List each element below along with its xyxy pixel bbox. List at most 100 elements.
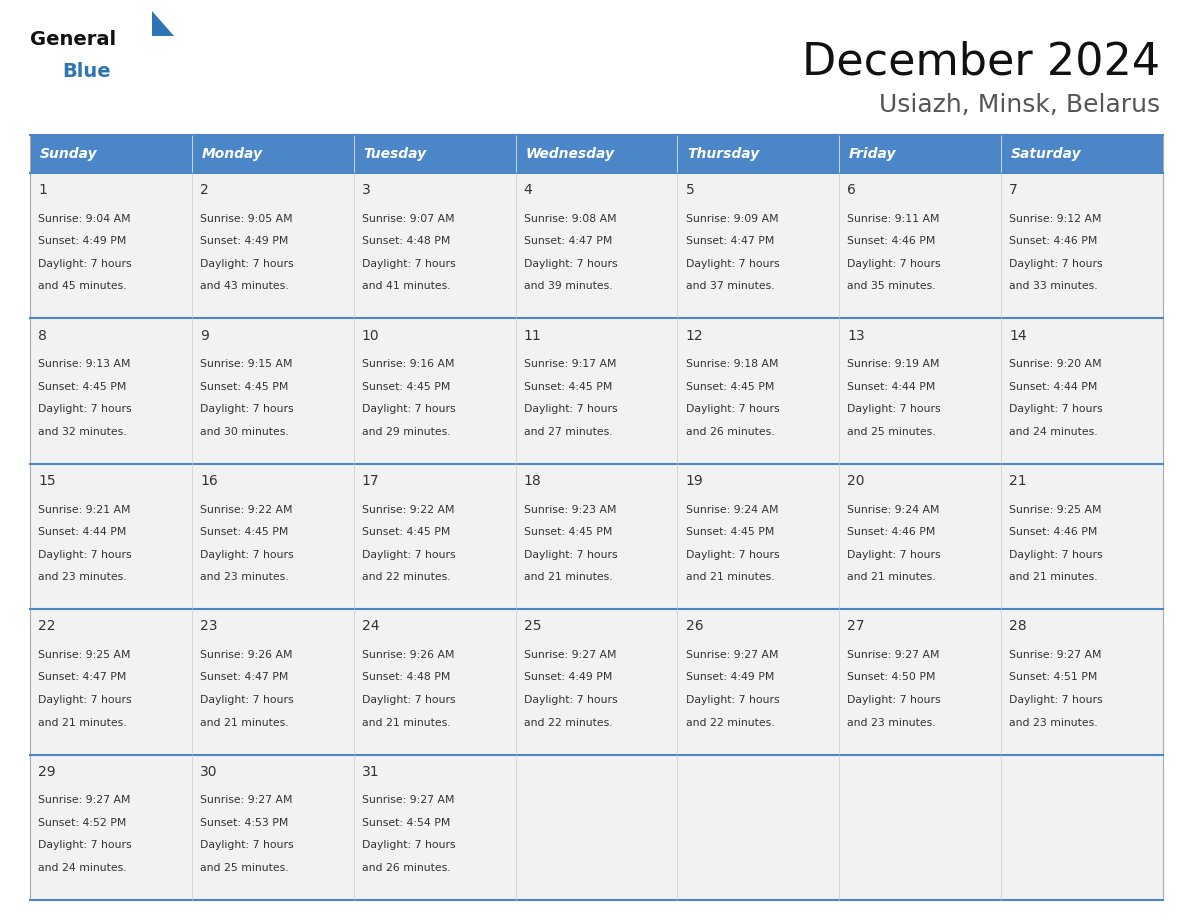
Text: Sunrise: 9:17 AM: Sunrise: 9:17 AM <box>524 359 617 369</box>
Bar <box>677 610 839 755</box>
Text: Daylight: 7 hours: Daylight: 7 hours <box>847 404 941 414</box>
Text: Daylight: 7 hours: Daylight: 7 hours <box>362 550 455 560</box>
Text: Daylight: 7 hours: Daylight: 7 hours <box>362 259 455 269</box>
Text: Blue: Blue <box>62 62 110 81</box>
Text: Sunrise: 9:27 AM: Sunrise: 9:27 AM <box>362 795 454 805</box>
Bar <box>1001 173 1163 319</box>
Text: Sunrise: 9:08 AM: Sunrise: 9:08 AM <box>524 214 617 224</box>
Bar <box>1001 755 1163 900</box>
Text: Daylight: 7 hours: Daylight: 7 hours <box>524 550 618 560</box>
Text: Sunrise: 9:25 AM: Sunrise: 9:25 AM <box>1010 505 1101 514</box>
Text: Daylight: 7 hours: Daylight: 7 hours <box>362 404 455 414</box>
Text: 9: 9 <box>200 329 209 342</box>
Bar <box>839 173 1001 319</box>
Text: and 41 minutes.: and 41 minutes. <box>362 281 450 291</box>
Text: Sunrise: 9:09 AM: Sunrise: 9:09 AM <box>685 214 778 224</box>
Text: Daylight: 7 hours: Daylight: 7 hours <box>200 550 293 560</box>
Text: and 23 minutes.: and 23 minutes. <box>38 572 127 582</box>
Text: Daylight: 7 hours: Daylight: 7 hours <box>38 550 132 560</box>
Text: and 33 minutes.: and 33 minutes. <box>1010 281 1098 291</box>
Text: and 25 minutes.: and 25 minutes. <box>847 427 936 437</box>
Text: Sunrise: 9:22 AM: Sunrise: 9:22 AM <box>200 505 292 514</box>
Text: and 23 minutes.: and 23 minutes. <box>200 572 289 582</box>
Text: Sunrise: 9:13 AM: Sunrise: 9:13 AM <box>38 359 131 369</box>
Bar <box>1001 464 1163 610</box>
Text: and 24 minutes.: and 24 minutes. <box>1010 427 1098 437</box>
Text: 2: 2 <box>200 184 209 197</box>
Text: 31: 31 <box>362 765 379 778</box>
Text: Daylight: 7 hours: Daylight: 7 hours <box>524 404 618 414</box>
Text: Daylight: 7 hours: Daylight: 7 hours <box>38 404 132 414</box>
Bar <box>516 610 677 755</box>
Text: 3: 3 <box>362 184 371 197</box>
Text: Sunday: Sunday <box>39 147 97 161</box>
Text: and 25 minutes.: and 25 minutes. <box>200 863 289 873</box>
Text: and 24 minutes.: and 24 minutes. <box>38 863 127 873</box>
Text: 14: 14 <box>1010 329 1026 342</box>
Text: 27: 27 <box>847 620 865 633</box>
Text: Sunrise: 9:16 AM: Sunrise: 9:16 AM <box>362 359 454 369</box>
Text: Sunrise: 9:24 AM: Sunrise: 9:24 AM <box>685 505 778 514</box>
Text: and 22 minutes.: and 22 minutes. <box>362 572 450 582</box>
Text: Sunrise: 9:27 AM: Sunrise: 9:27 AM <box>524 650 617 660</box>
Text: and 22 minutes.: and 22 minutes. <box>524 718 612 728</box>
Text: and 45 minutes.: and 45 minutes. <box>38 281 127 291</box>
Bar <box>30 610 191 755</box>
Bar <box>1001 319 1163 464</box>
Text: 24: 24 <box>362 620 379 633</box>
Text: Daylight: 7 hours: Daylight: 7 hours <box>685 404 779 414</box>
Text: 20: 20 <box>847 474 865 488</box>
Bar <box>354 464 516 610</box>
Bar <box>191 755 354 900</box>
Text: Sunset: 4:49 PM: Sunset: 4:49 PM <box>38 236 126 246</box>
Text: 18: 18 <box>524 474 542 488</box>
Text: 22: 22 <box>38 620 56 633</box>
Text: December 2024: December 2024 <box>802 40 1159 84</box>
FancyBboxPatch shape <box>30 135 191 173</box>
Text: 4: 4 <box>524 184 532 197</box>
Text: Sunset: 4:45 PM: Sunset: 4:45 PM <box>524 527 612 537</box>
Text: 13: 13 <box>847 329 865 342</box>
Text: 15: 15 <box>38 474 56 488</box>
Text: Sunset: 4:45 PM: Sunset: 4:45 PM <box>524 382 612 392</box>
Text: Daylight: 7 hours: Daylight: 7 hours <box>1010 404 1102 414</box>
Text: Sunset: 4:46 PM: Sunset: 4:46 PM <box>847 527 936 537</box>
Text: 19: 19 <box>685 474 703 488</box>
Text: Daylight: 7 hours: Daylight: 7 hours <box>200 259 293 269</box>
Text: Sunrise: 9:07 AM: Sunrise: 9:07 AM <box>362 214 455 224</box>
Text: Sunrise: 9:27 AM: Sunrise: 9:27 AM <box>847 650 940 660</box>
Bar <box>191 464 354 610</box>
Bar <box>839 755 1001 900</box>
Text: Sunset: 4:45 PM: Sunset: 4:45 PM <box>362 382 450 392</box>
Text: Friday: Friday <box>849 147 897 161</box>
Text: 8: 8 <box>38 329 48 342</box>
Bar <box>191 610 354 755</box>
Text: and 26 minutes.: and 26 minutes. <box>362 863 450 873</box>
Text: Sunset: 4:49 PM: Sunset: 4:49 PM <box>685 673 773 682</box>
Text: Sunrise: 9:19 AM: Sunrise: 9:19 AM <box>847 359 940 369</box>
Text: Sunset: 4:45 PM: Sunset: 4:45 PM <box>685 527 773 537</box>
Bar <box>30 319 191 464</box>
Text: Sunset: 4:51 PM: Sunset: 4:51 PM <box>1010 673 1098 682</box>
Text: General: General <box>30 30 116 49</box>
Text: Wednesday: Wednesday <box>525 147 614 161</box>
Text: Daylight: 7 hours: Daylight: 7 hours <box>38 695 132 705</box>
Bar <box>839 464 1001 610</box>
Text: and 39 minutes.: and 39 minutes. <box>524 281 612 291</box>
FancyBboxPatch shape <box>1001 135 1163 173</box>
Text: 26: 26 <box>685 620 703 633</box>
Text: Sunset: 4:45 PM: Sunset: 4:45 PM <box>200 527 289 537</box>
Text: Monday: Monday <box>202 147 263 161</box>
FancyBboxPatch shape <box>516 135 677 173</box>
Text: Sunset: 4:47 PM: Sunset: 4:47 PM <box>685 236 773 246</box>
Text: 5: 5 <box>685 184 694 197</box>
Text: Sunrise: 9:26 AM: Sunrise: 9:26 AM <box>200 650 292 660</box>
Text: and 23 minutes.: and 23 minutes. <box>847 718 936 728</box>
Text: and 29 minutes.: and 29 minutes. <box>362 427 450 437</box>
Text: Daylight: 7 hours: Daylight: 7 hours <box>685 695 779 705</box>
Text: Daylight: 7 hours: Daylight: 7 hours <box>524 695 618 705</box>
Text: Sunrise: 9:27 AM: Sunrise: 9:27 AM <box>200 795 292 805</box>
Text: Sunset: 4:46 PM: Sunset: 4:46 PM <box>847 236 936 246</box>
Text: Daylight: 7 hours: Daylight: 7 hours <box>38 259 132 269</box>
Text: Sunrise: 9:21 AM: Sunrise: 9:21 AM <box>38 505 131 514</box>
